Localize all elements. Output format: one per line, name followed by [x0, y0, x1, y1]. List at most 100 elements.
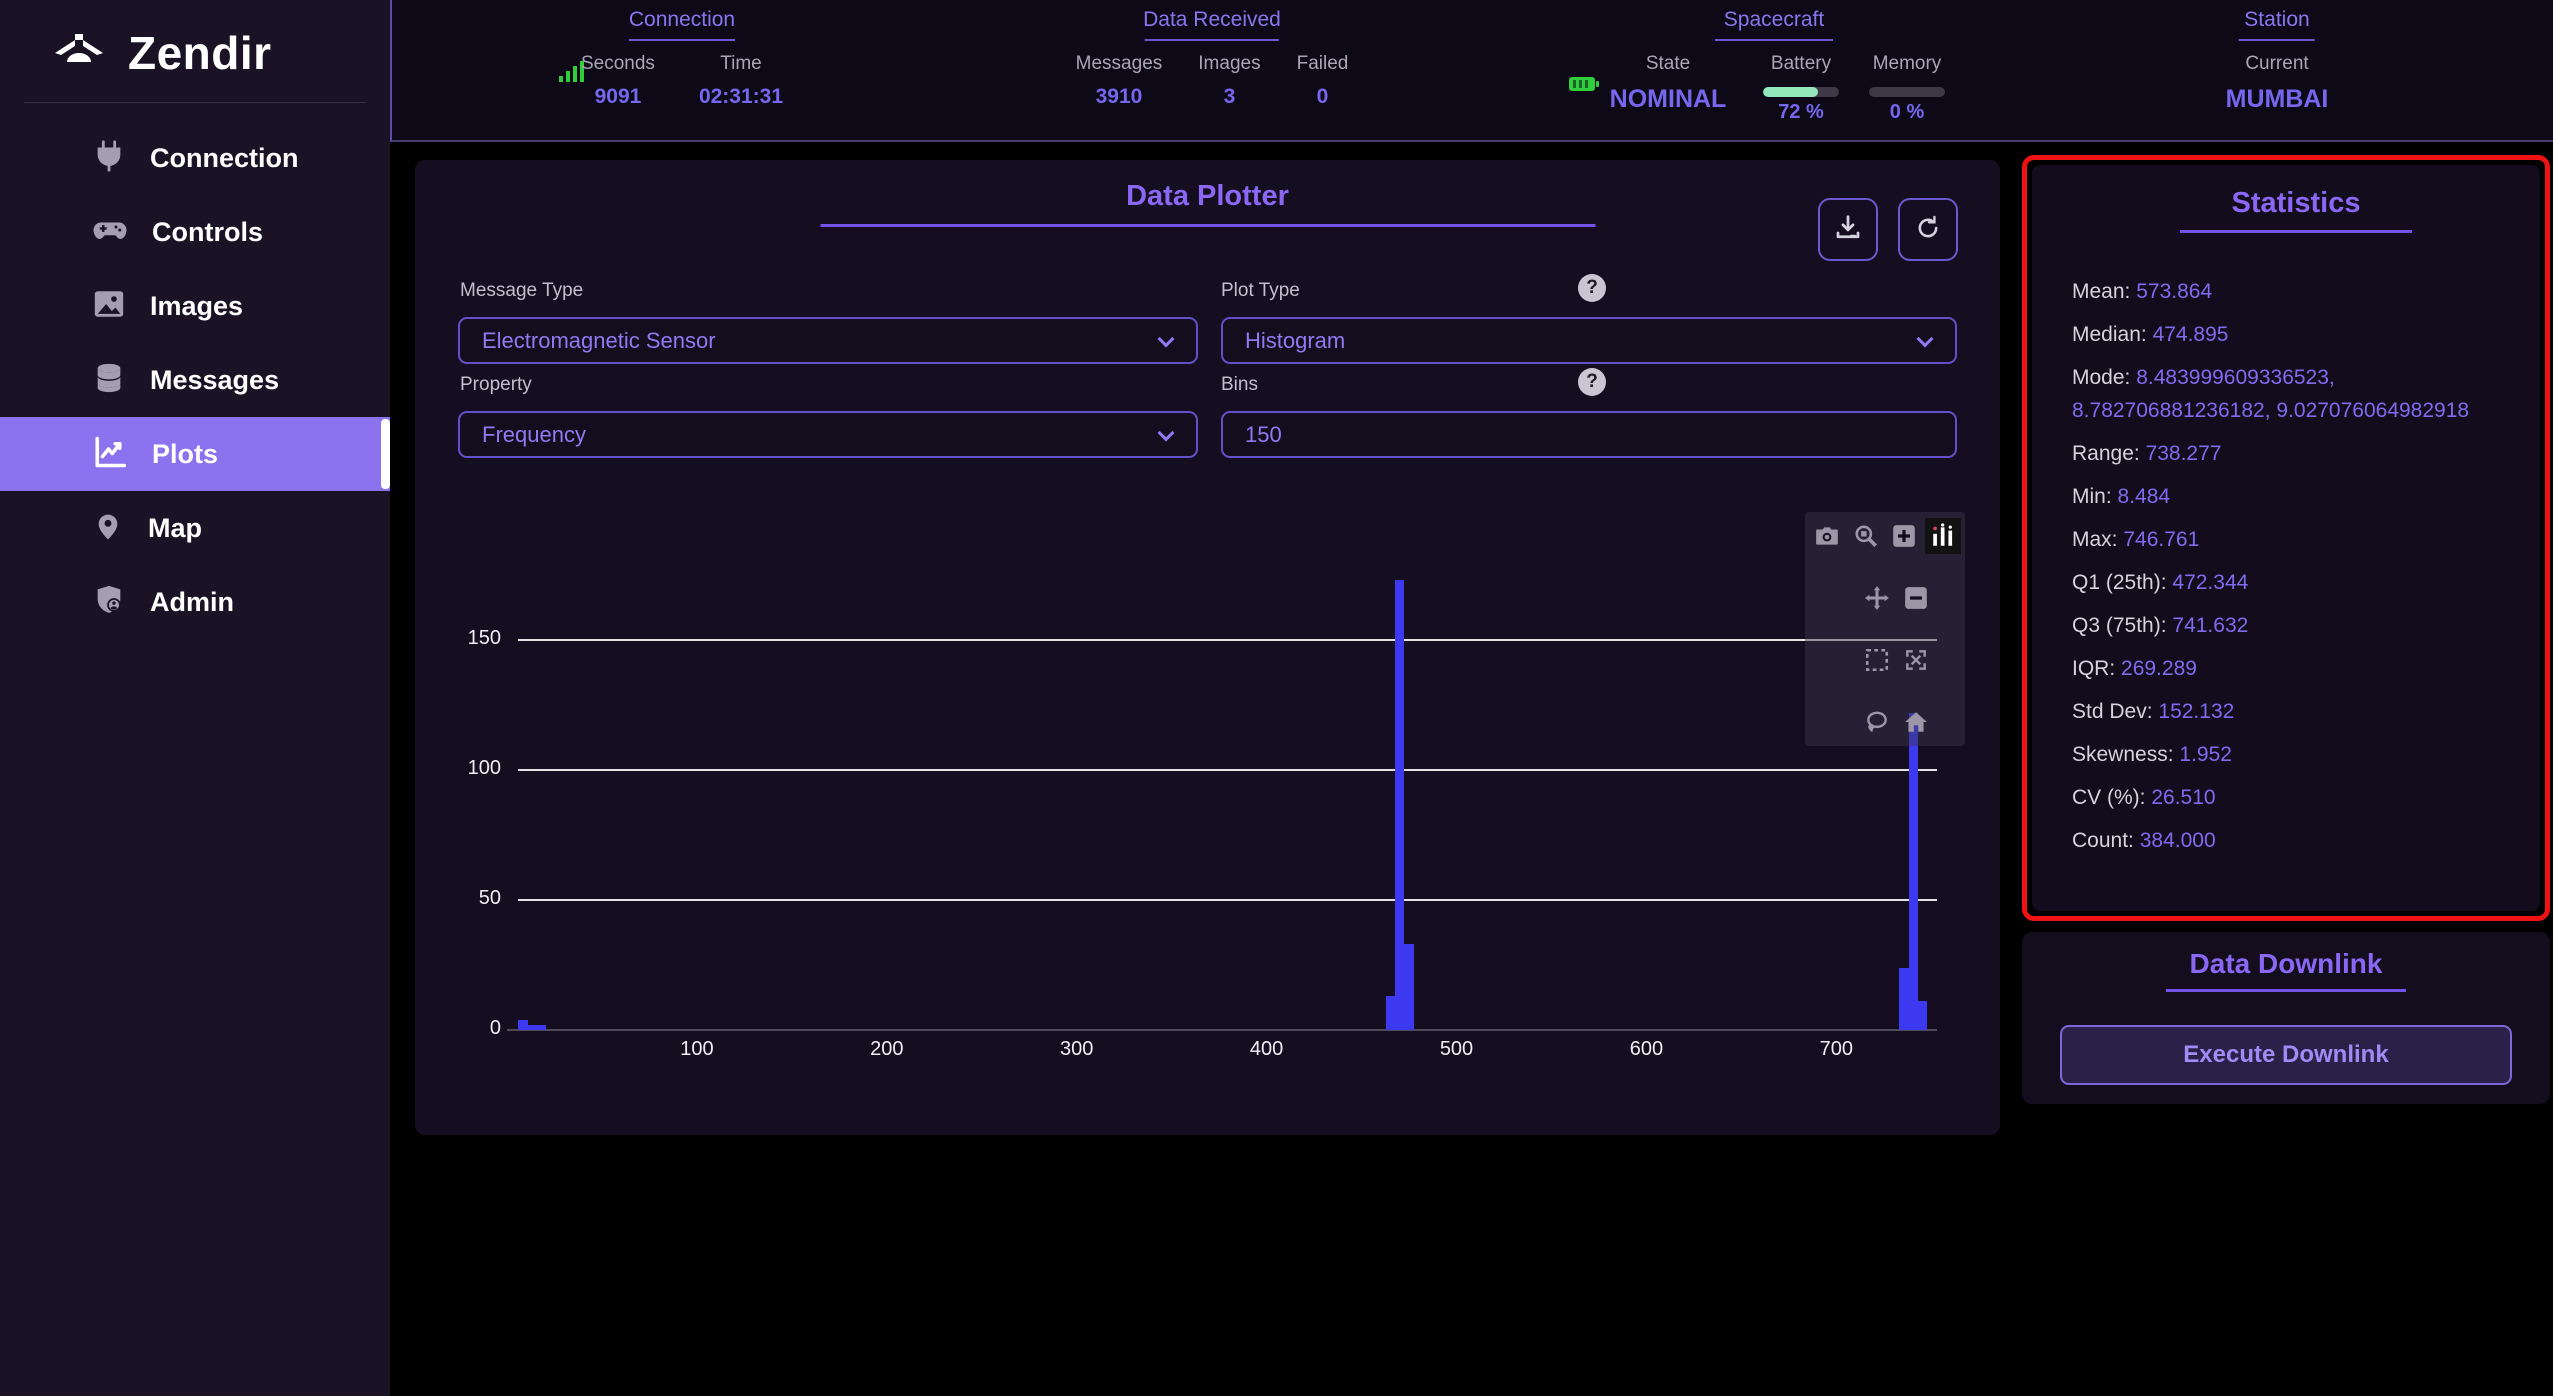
- sidebar-item-label: Connection: [150, 142, 299, 173]
- stat-label: Memory: [1872, 53, 1942, 74]
- lasso-icon[interactable]: [1859, 704, 1895, 740]
- box-select-icon[interactable]: [1859, 642, 1895, 678]
- map-pin-icon: [92, 509, 124, 548]
- y-gridline: [518, 899, 1937, 901]
- sidebar-item-controls[interactable]: Controls: [0, 195, 390, 269]
- home-icon[interactable]: [1898, 704, 1934, 740]
- stat-row-range: Range: 738.277: [2072, 442, 2222, 465]
- stat-row-q1: Q1 (25th): 472.344: [2072, 571, 2249, 594]
- section-title: Data Received: [1143, 8, 1281, 31]
- y-axis-tick-label: 0: [489, 1017, 501, 1039]
- section-title: Station: [2244, 8, 2310, 31]
- memory-meter: [1869, 87, 1945, 97]
- section-underline: [1715, 39, 1833, 41]
- sidebar-item-images[interactable]: Images: [0, 269, 390, 343]
- x-axis-tick-label: 600: [1629, 1038, 1664, 1060]
- section-underline: [628, 39, 735, 41]
- autoscale-icon[interactable]: [1898, 642, 1934, 678]
- x-axis-tick-label: 300: [1060, 1038, 1094, 1060]
- data-downlink-panel: Data Downlink Execute Downlink: [2022, 932, 2550, 1104]
- memory-percent: 0 %: [1889, 101, 1925, 123]
- message-type-label: Message Type: [460, 280, 584, 301]
- histogram-bar: [1395, 580, 1405, 1030]
- zoom-out-icon[interactable]: [1898, 580, 1934, 616]
- battery-percent: 72 %: [1778, 101, 1824, 123]
- sidebar-item-label: Map: [148, 512, 202, 543]
- stat-label: State: [1645, 53, 1691, 74]
- battery-bar-fill: [1763, 87, 1818, 97]
- message-type-help-icon[interactable]: ?: [1578, 274, 1606, 302]
- stat-row-iqr: IQR: 269.289: [2072, 657, 2197, 680]
- refresh-icon: [1914, 214, 1942, 245]
- refresh-plot-button[interactable]: [1898, 198, 1958, 261]
- zendir-logo-icon: [50, 29, 108, 78]
- stat-row-min: Min: 8.484: [2072, 485, 2171, 508]
- sidebar-item-connection[interactable]: Connection: [0, 121, 390, 195]
- logo: Zendir: [0, 0, 390, 80]
- connection-status-section: Connection Seconds 9091 Time 02:31:31: [581, 8, 783, 109]
- stat-label: Failed: [1296, 53, 1349, 74]
- histogram-bar: [1917, 1001, 1928, 1030]
- histogram-bar: [518, 1019, 528, 1030]
- panel-title-underline: [2166, 989, 2406, 992]
- message-type-dropdown[interactable]: Electromagnetic Sensor: [458, 317, 1198, 364]
- histogram-plot-area[interactable]: 0 50 100 150 100 200 300 400 500 600 700: [415, 560, 2000, 1070]
- zoom-icon[interactable]: [1848, 518, 1884, 554]
- section-title: Connection: [628, 8, 736, 31]
- histogram-bar: [1404, 944, 1414, 1030]
- sidebar-item-label: Plots: [152, 438, 219, 469]
- property-help-icon[interactable]: ?: [1578, 368, 1606, 396]
- plot-type-label: Plot Type: [1221, 280, 1300, 301]
- histogram-bar: [1385, 996, 1396, 1030]
- stat-value: 3: [1223, 85, 1236, 108]
- active-item-indicator: [381, 419, 390, 489]
- sidebar-item-admin[interactable]: Admin: [0, 565, 390, 639]
- chevron-down-icon: [1157, 330, 1175, 348]
- chart-line-icon: [92, 434, 128, 475]
- plotly-logo-icon[interactable]: [1925, 518, 1961, 554]
- stat-label: Images: [1198, 53, 1261, 74]
- sidebar-item-map[interactable]: Map: [0, 491, 390, 565]
- database-icon: [92, 361, 126, 400]
- sidebar: Zendir Connection: [0, 0, 390, 1396]
- zoom-in-icon[interactable]: [1887, 518, 1923, 554]
- property-dropdown[interactable]: Frequency: [458, 411, 1198, 458]
- panel-title: Statistics: [2231, 187, 2361, 219]
- app-title: Zendir: [128, 27, 272, 79]
- stat-row-count: Count: 384.000: [2072, 829, 2216, 852]
- bins-label: Bins: [1221, 374, 1258, 395]
- histogram-bar: [1908, 712, 1918, 1030]
- statistics-list: Mean: 573.864 Median: 474.895 Mode: 8.48…: [2072, 275, 2520, 857]
- chevron-down-icon: [1916, 330, 1934, 348]
- download-plot-button[interactable]: [1818, 198, 1878, 261]
- plot-type-value: Histogram: [1245, 327, 1346, 353]
- panel-title: Data Plotter: [1126, 180, 1289, 212]
- stat-label: Battery: [1770, 53, 1832, 74]
- pan-icon[interactable]: [1859, 580, 1895, 616]
- sidebar-item-label: Admin: [150, 586, 234, 617]
- image-icon: [92, 287, 126, 326]
- stat-value: 0: [1316, 85, 1329, 108]
- sidebar-item-label: Images: [150, 290, 244, 321]
- sidebar-divider: [24, 102, 366, 103]
- status-topbar: Connection Seconds 9091 Time 02:31:31 Da…: [390, 0, 2553, 142]
- sidebar-item-messages[interactable]: Messages: [0, 343, 390, 417]
- plug-icon: [92, 139, 126, 178]
- plot-type-dropdown[interactable]: Histogram: [1221, 317, 1957, 364]
- message-type-value: Electromagnetic Sensor: [482, 327, 716, 353]
- histogram-bar: [527, 1024, 538, 1030]
- stat-row-median: Median: 474.895: [2072, 323, 2229, 346]
- chevron-down-icon: [1157, 424, 1175, 442]
- histogram-bar: [1899, 967, 1909, 1030]
- spacecraft-state-value: NOMINAL: [1609, 85, 1727, 113]
- data-received-section: Data Received Messages 3910 Images 3 Fai…: [1076, 8, 1349, 109]
- x-axis-tick-label: 100: [680, 1038, 714, 1060]
- stat-row-max: Max: 746.761: [2072, 528, 2200, 551]
- camera-icon[interactable]: [1809, 518, 1845, 554]
- plot-modebar: [1805, 512, 1965, 746]
- bins-input[interactable]: [1221, 411, 1957, 458]
- y-gridline: [518, 639, 1937, 641]
- stat-label: Current: [2245, 53, 2309, 74]
- sidebar-item-plots[interactable]: Plots: [0, 417, 390, 491]
- execute-downlink-button[interactable]: Execute Downlink: [2060, 1025, 2512, 1085]
